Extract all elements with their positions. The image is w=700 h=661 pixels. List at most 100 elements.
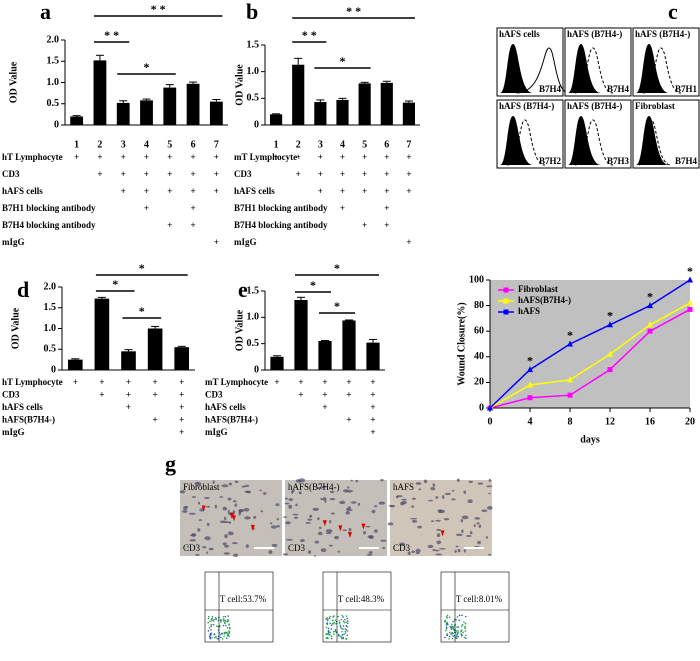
image-title: hAFS(B7H4-) <box>288 482 340 492</box>
cell-nucleus <box>488 492 491 495</box>
marker <box>527 381 533 388</box>
condition-label: hAFS cells <box>2 186 43 196</box>
y-tick-label: 0.5 <box>44 344 57 355</box>
flow-event <box>330 628 333 630</box>
error-bar <box>97 296 106 299</box>
panel-letter: e <box>238 277 248 302</box>
x-tick-label: 3 <box>318 139 323 150</box>
error-bar <box>369 338 377 343</box>
significance-label: * <box>139 304 145 318</box>
cell-nucleus <box>307 550 312 554</box>
error-bar <box>345 319 353 321</box>
cell-nucleus <box>186 546 190 548</box>
flow-event <box>210 628 212 631</box>
cell-nucleus <box>350 501 357 504</box>
flow-event <box>216 637 219 640</box>
panel-letter: g <box>165 451 176 476</box>
flow-event <box>220 619 222 622</box>
cell-nucleus <box>488 478 492 482</box>
condition-mark: + <box>298 377 303 387</box>
cell-nucleus <box>399 542 406 546</box>
cell-nucleus <box>196 482 199 484</box>
cell-nucleus <box>285 497 288 500</box>
histogram-marker: B7H4 <box>607 84 630 94</box>
condition-mark: + <box>384 203 389 213</box>
flow-event <box>446 634 449 637</box>
flow-event <box>465 615 467 618</box>
flow-event <box>450 626 452 629</box>
flow-event <box>448 616 451 619</box>
cell-nucleus <box>373 505 378 508</box>
flow-event <box>326 636 329 639</box>
cell-nucleus <box>288 504 293 509</box>
cell-nucleus <box>284 502 290 505</box>
cell-nucleus <box>238 511 241 516</box>
cell-nucleus <box>444 492 451 496</box>
cell-nucleus <box>367 535 373 539</box>
condition-mark: + <box>121 169 126 179</box>
condition-mark: + <box>346 415 351 425</box>
cell-nucleus <box>350 479 353 482</box>
condition-label: mIgG <box>2 237 25 247</box>
cell-nucleus <box>244 484 250 487</box>
condition-label: B7H4 blocking antibody <box>2 220 96 230</box>
histogram-outline <box>638 119 672 166</box>
cell-nucleus <box>221 484 229 488</box>
y-tick-label: 2.0 <box>47 34 60 45</box>
series-line <box>489 308 691 409</box>
arrow <box>338 525 343 532</box>
cell-nucleus <box>430 487 436 491</box>
flow-event <box>446 614 449 617</box>
bar <box>292 64 305 125</box>
flow-event <box>224 622 226 624</box>
histogram-title: Fibroblast <box>635 101 675 111</box>
flow-event <box>346 617 349 620</box>
flow-event <box>464 630 467 632</box>
panel-letter: c <box>668 0 678 24</box>
cell-nucleus <box>334 535 339 540</box>
significance-label: * <box>687 264 693 278</box>
flow-event <box>222 624 225 627</box>
bar <box>342 320 356 370</box>
cell-nucleus <box>407 551 411 556</box>
cell-nucleus <box>198 519 203 521</box>
flow-event <box>449 625 451 628</box>
significance-label: * <box>527 353 533 367</box>
marker <box>607 321 613 328</box>
flow-event <box>333 615 335 617</box>
flow-event <box>344 628 346 630</box>
flow-event <box>225 637 228 640</box>
marker <box>607 350 613 357</box>
condition-mark: + <box>179 427 184 437</box>
cell-nucleus <box>309 515 312 518</box>
histogram-marker: B7H1 <box>675 84 698 94</box>
error-bar <box>360 81 369 84</box>
flow-event <box>444 636 446 639</box>
flow-event <box>330 624 333 626</box>
cell-nucleus <box>411 497 416 500</box>
significance-label: * * <box>346 4 361 18</box>
cell-nucleus <box>468 480 473 484</box>
cell-nucleus <box>179 490 186 494</box>
marker <box>527 395 533 401</box>
condition-mark: + <box>362 152 367 162</box>
flow-event <box>452 635 454 637</box>
condition-label: mIgG <box>234 237 257 247</box>
flow-event <box>341 630 343 633</box>
condition-mark: + <box>340 203 345 213</box>
bar <box>366 342 380 370</box>
cell-nucleus <box>276 525 280 528</box>
x-tick-label: 20 <box>685 416 695 427</box>
cell-nucleus <box>329 497 336 501</box>
flow-event <box>329 622 331 625</box>
cell-nucleus <box>456 478 460 482</box>
flow-event <box>346 630 349 632</box>
flow-event <box>446 633 448 635</box>
cell-nucleus <box>214 504 218 509</box>
cell-nucleus <box>427 544 434 549</box>
bar <box>294 299 308 370</box>
cell-nucleus <box>227 497 232 501</box>
cell-nucleus <box>388 505 394 507</box>
histogram-title: hAFS (B7H4-) <box>567 101 622 111</box>
condition-mark: + <box>214 237 219 247</box>
